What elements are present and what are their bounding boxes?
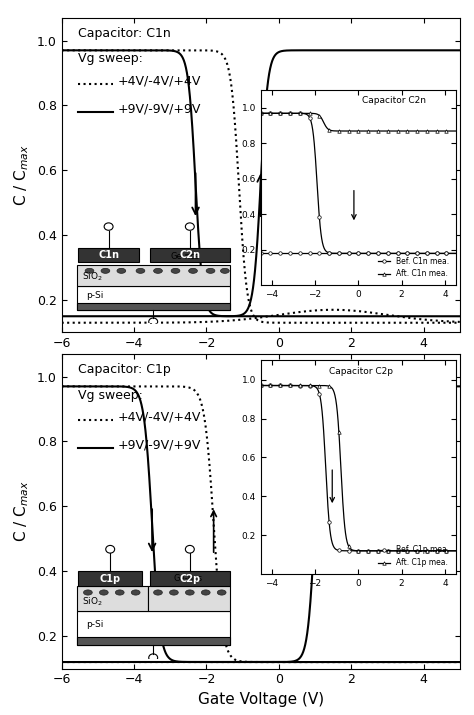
Text: +4V/-4V/+4V: +4V/-4V/+4V: [118, 410, 201, 423]
Text: Capacitor: C1n: Capacitor: C1n: [78, 27, 170, 40]
Text: Vg sweep:: Vg sweep:: [78, 388, 142, 402]
Y-axis label: C / C$_{max}$: C / C$_{max}$: [12, 480, 31, 542]
Text: Vg sweep:: Vg sweep:: [78, 52, 142, 66]
X-axis label: Gate Voltage (V): Gate Voltage (V): [198, 356, 324, 371]
Text: +9V/-9V/+9V: +9V/-9V/+9V: [118, 439, 201, 452]
Text: +9V/-9V/+9V: +9V/-9V/+9V: [118, 103, 201, 116]
Text: +4V/-4V/+4V: +4V/-4V/+4V: [118, 74, 201, 87]
Text: Capacitor: C1p: Capacitor: C1p: [78, 363, 170, 376]
X-axis label: Gate Voltage (V): Gate Voltage (V): [198, 692, 324, 707]
Y-axis label: C / C$_{max}$: C / C$_{max}$: [12, 144, 31, 206]
